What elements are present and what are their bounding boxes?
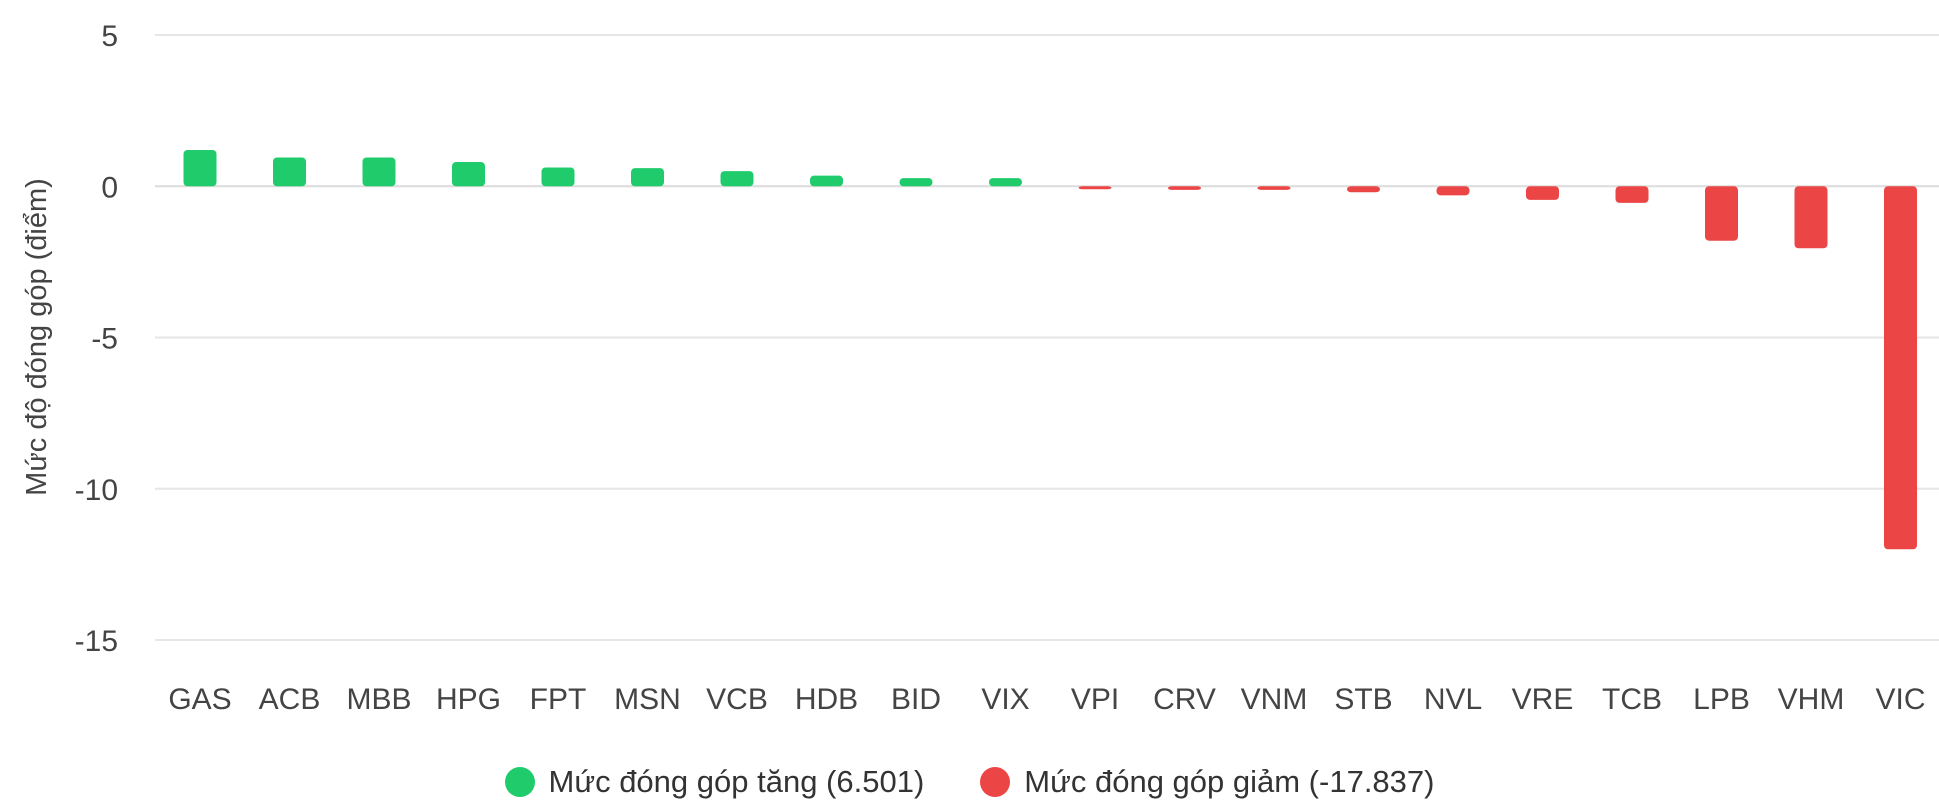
x-tick-label: HPG — [436, 683, 501, 716]
bar-acb[interactable] — [273, 157, 306, 187]
x-tick-label: VRE — [1512, 683, 1574, 716]
x-tick-label: LPB — [1693, 683, 1750, 716]
bar-fpt[interactable] — [541, 167, 575, 187]
x-tick-label: ACB — [259, 683, 321, 716]
x-axis-labels: GAS ACB MBB HPG FPT MSN VCB HDB BID VIX VPI CRV VNM S… — [168, 683, 1925, 716]
bar-mbb[interactable] — [362, 157, 396, 187]
x-tick-label: VHM — [1778, 683, 1845, 716]
x-tick-label: GAS — [168, 683, 231, 716]
bar-bid[interactable] — [899, 178, 933, 187]
bar-vix[interactable] — [989, 178, 1022, 187]
bar-hpg[interactable] — [452, 162, 485, 187]
legend-item-increase[interactable]: Mức đóng góp tăng (6.501) — [504, 764, 925, 800]
x-tick-label: MSN — [614, 683, 681, 716]
legend-label-decrease: Mức đóng góp giảm (-17.837) — [1024, 764, 1435, 799]
bar-vpi[interactable] — [1078, 186, 1112, 190]
x-tick-label: CRV — [1153, 683, 1216, 716]
y-tick-label: 5 — [101, 20, 118, 53]
bar-crv[interactable] — [1168, 186, 1201, 190]
x-tick-label: VIX — [981, 683, 1029, 716]
legend-label-increase: Mức đóng góp tăng (6.501) — [548, 764, 925, 799]
y-tick-label: -10 — [75, 474, 118, 507]
x-tick-label: HDB — [795, 683, 858, 716]
x-tick-label: MBB — [346, 683, 411, 716]
bar-vcb[interactable] — [720, 171, 754, 187]
bar-stb[interactable] — [1347, 186, 1380, 193]
bar-hdb[interactable] — [810, 175, 843, 187]
y-tick-label: -15 — [75, 625, 118, 658]
gridlines — [155, 34, 1939, 641]
x-tick-label: BID — [891, 683, 941, 716]
x-tick-label: VIC — [1875, 683, 1925, 716]
bar-tcb[interactable] — [1615, 186, 1649, 203]
legend-dot-increase — [504, 767, 535, 797]
y-axis-ticks: 5 0 -5 -10 -15 — [75, 20, 118, 658]
bar-lpb[interactable] — [1705, 186, 1738, 241]
bar-vhm[interactable] — [1794, 186, 1828, 249]
bar-msn[interactable] — [631, 168, 664, 187]
x-tick-label: VPI — [1071, 683, 1119, 716]
bar-gas[interactable] — [183, 149, 217, 187]
y-tick-label: 0 — [101, 171, 118, 204]
legend-item-decrease[interactable]: Mức đóng góp giảm (-17.837) — [980, 764, 1434, 800]
legend: Mức đóng góp tăng (6.501) Mức đóng góp g… — [0, 764, 1939, 800]
x-tick-label: TCB — [1602, 683, 1662, 716]
x-tick-label: VCB — [706, 683, 768, 716]
bars — [183, 149, 1917, 550]
y-axis-title: Mức độ đóng góp (điểm) — [21, 178, 53, 496]
bar-vnm[interactable] — [1257, 186, 1291, 190]
bar-vre[interactable] — [1526, 186, 1559, 200]
x-tick-label: STB — [1334, 683, 1392, 716]
bar-nvl[interactable] — [1436, 186, 1470, 196]
y-tick-label: -5 — [91, 323, 118, 356]
x-tick-label: FPT — [530, 683, 587, 716]
x-tick-label: NVL — [1424, 683, 1482, 716]
x-tick-label: VNM — [1241, 683, 1308, 716]
legend-dot-decrease — [980, 767, 1011, 797]
bar-vic[interactable] — [1884, 186, 1917, 550]
